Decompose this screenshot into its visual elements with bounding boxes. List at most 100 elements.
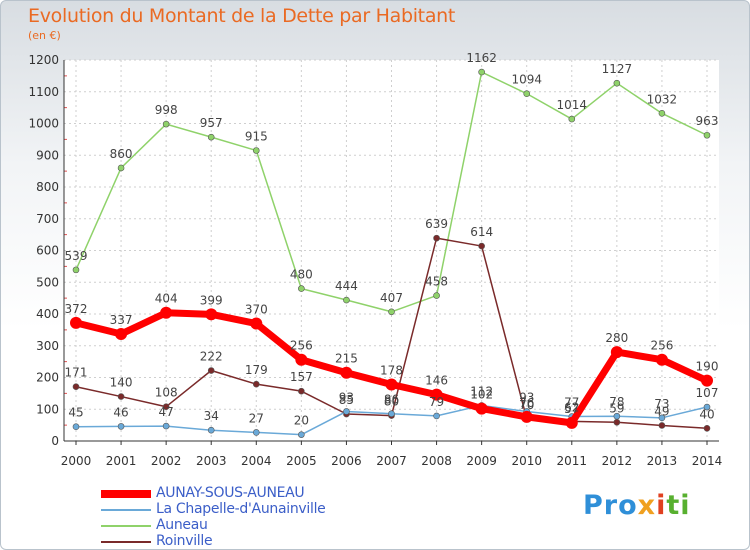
data-point (433, 234, 440, 242)
data-point (205, 308, 218, 321)
data-label: 40 (699, 407, 714, 421)
y-tick-label: 200 (36, 371, 59, 385)
chart-title: Evolution du Montant de la Dette par Hab… (28, 5, 456, 27)
x-tick-label: 2006 (331, 454, 362, 468)
x-tick-label: 2011 (557, 454, 588, 468)
data-label: 998 (155, 103, 178, 117)
data-point (252, 380, 260, 388)
data-label: 86 (384, 393, 399, 407)
data-label: 963 (696, 114, 719, 128)
data-label: 444 (335, 279, 358, 293)
data-label: 102 (470, 388, 493, 402)
data-point (298, 285, 305, 292)
data-point (343, 296, 350, 304)
y-tick-label: 800 (36, 180, 59, 194)
data-label: 404 (155, 292, 178, 306)
x-tick-label: 2002 (151, 454, 182, 468)
y-tick-label: 500 (36, 275, 59, 289)
x-tick-label: 2008 (421, 454, 452, 468)
data-point (117, 423, 125, 430)
x-tick-label: 2012 (602, 454, 633, 468)
data-point (658, 422, 666, 429)
data-point (703, 403, 711, 411)
data-point (252, 147, 260, 154)
data-label: 1014 (557, 98, 588, 112)
y-tick-label: 900 (36, 148, 59, 162)
legend-swatch (101, 509, 151, 511)
data-point (298, 431, 305, 438)
data-point (478, 68, 485, 76)
data-label: 46 (113, 405, 128, 419)
data-label: 407 (380, 291, 403, 305)
data-point (72, 423, 80, 431)
x-tick-label: 2013 (647, 454, 678, 468)
data-point (613, 418, 621, 426)
data-label: 62 (564, 400, 579, 414)
data-point (295, 353, 308, 366)
data-label: 47 (159, 405, 174, 419)
data-point (207, 367, 215, 374)
data-point (520, 410, 533, 423)
data-label: 146 (425, 374, 448, 388)
data-point (703, 131, 711, 139)
data-label: 1032 (647, 92, 678, 106)
data-point (340, 366, 353, 379)
data-label: 639 (425, 217, 448, 231)
x-tick-label: 2000 (61, 454, 92, 468)
y-tick-label: 1000 (28, 117, 59, 131)
data-point (298, 387, 305, 395)
data-point (343, 408, 350, 415)
data-point (252, 429, 260, 436)
data-point (613, 79, 621, 87)
data-label: 70 (519, 398, 534, 412)
x-tick-label: 2005 (286, 454, 317, 468)
legend-label: Auneau (156, 517, 208, 533)
data-label: 157 (290, 370, 313, 384)
data-point (658, 414, 666, 422)
data-point (568, 115, 576, 123)
data-label: 280 (605, 331, 628, 345)
data-point (478, 242, 485, 250)
data-label: 34 (204, 409, 219, 423)
data-point (70, 316, 82, 329)
x-tick-label: 2003 (196, 454, 227, 468)
data-point (703, 424, 711, 432)
y-tick-label: 600 (36, 244, 59, 258)
data-label: 256 (650, 339, 673, 353)
data-point (433, 412, 440, 420)
data-label: 85 (339, 393, 354, 407)
data-point (117, 393, 125, 400)
data-label: 57 (564, 402, 579, 416)
data-label: 370 (245, 303, 268, 317)
data-label: 93 (519, 390, 534, 404)
legend-label: Roinville (156, 533, 213, 549)
data-label: 20 (294, 414, 309, 428)
data-label: 27 (249, 411, 264, 425)
x-tick-label: 2001 (106, 454, 137, 468)
data-point (701, 374, 713, 387)
y-tick-label: 1100 (28, 85, 59, 99)
data-point (115, 328, 128, 341)
data-point (162, 403, 170, 411)
data-label: 1162 (466, 51, 497, 65)
data-label: 112 (470, 384, 493, 398)
legend-label: AUNAY-SOUS-AUNEAU (156, 485, 305, 501)
data-label: 1094 (511, 73, 542, 87)
y-tick-label: 1200 (28, 53, 59, 67)
data-label: 458 (425, 275, 448, 289)
data-point (160, 306, 173, 319)
data-point (72, 383, 80, 391)
legend-swatch (101, 490, 151, 498)
data-label: 1127 (602, 62, 633, 76)
data-label: 256 (290, 339, 313, 353)
x-tick-label: 2007 (376, 454, 407, 468)
data-label: 215 (335, 352, 358, 366)
data-point (250, 317, 263, 330)
data-label: 80 (384, 395, 399, 409)
data-label: 337 (110, 313, 133, 327)
chart-subtitle: (en €) (28, 29, 61, 42)
data-point (388, 410, 395, 417)
x-tick-label: 2010 (511, 454, 542, 468)
legend-swatch (101, 541, 151, 543)
